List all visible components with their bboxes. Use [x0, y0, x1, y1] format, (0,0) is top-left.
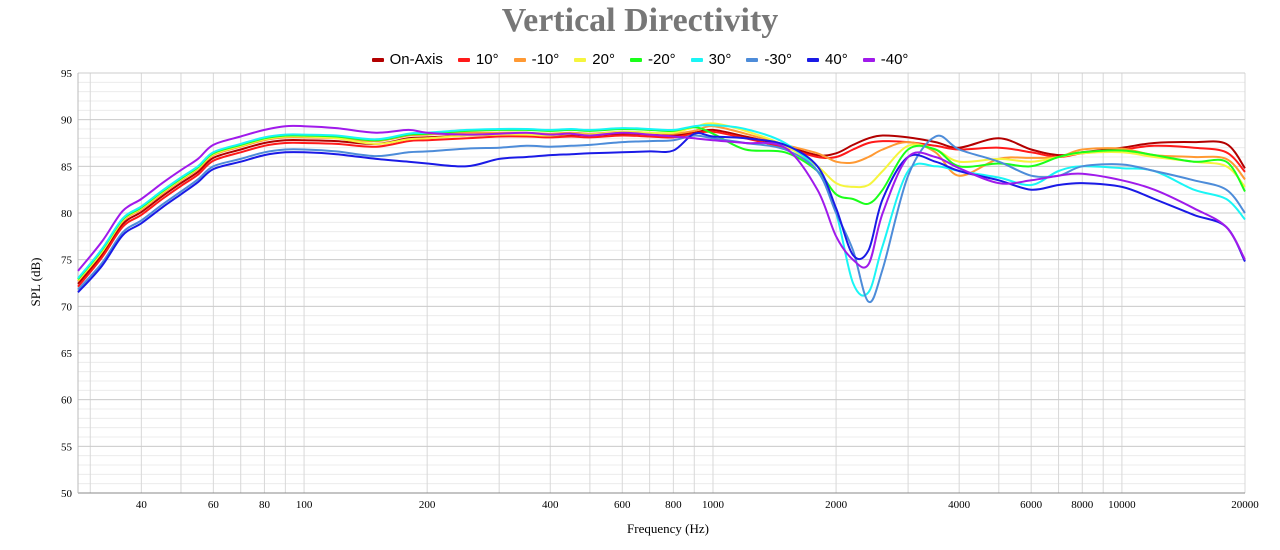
x-tick-label: 600 — [614, 499, 631, 511]
legend-item[interactable]: On-Axis — [371, 51, 443, 68]
chart-title: Vertical Directivity — [501, 2, 779, 39]
y-tick-label: 90 — [61, 115, 73, 127]
series-group — [77, 122, 1246, 304]
legend: On-Axis 10° -10° 20° -20° 30° -30° 40° -40° — [0, 51, 1280, 68]
legend-label: On-Axis — [389, 51, 443, 68]
y-tick-label: 75 — [61, 255, 73, 267]
x-tick-label: 1000 — [702, 499, 725, 511]
x-tick-label: 100 — [296, 499, 313, 511]
x-axis-title: Frequency (Hz) — [627, 521, 709, 536]
legend-item[interactable]: 30° — [690, 51, 732, 68]
legend-item[interactable]: -10° — [513, 51, 560, 68]
series-line-30deg — [77, 124, 1246, 297]
x-tick-label: 40 — [136, 499, 148, 511]
legend-swatch — [807, 57, 820, 62]
x-tick-label: 8000 — [1071, 499, 1094, 511]
y-tick-label: 50 — [61, 488, 73, 500]
y-axis-title: SPL (dB) — [28, 258, 43, 307]
legend-swatch — [746, 57, 759, 62]
legend-label: -10° — [531, 51, 560, 68]
x-tick-label: 80 — [259, 499, 271, 511]
legend-item[interactable]: -20° — [629, 51, 676, 68]
legend-swatch — [862, 57, 875, 62]
legend-label: 20° — [592, 51, 615, 68]
series-line--40deg — [77, 124, 1246, 272]
legend-label: 10° — [475, 51, 499, 68]
y-tick-label: 60 — [61, 395, 73, 407]
x-tick-label: 200 — [419, 499, 436, 511]
y-tick-label: 65 — [61, 348, 73, 360]
legend-swatch — [690, 57, 703, 62]
y-tick-label: 70 — [61, 301, 73, 313]
x-tick-label: 20000 — [1231, 499, 1259, 511]
legend-swatch — [513, 57, 526, 62]
legend-label: -40° — [880, 51, 909, 68]
legend-swatch — [629, 57, 642, 62]
legend-item[interactable]: 20° — [574, 51, 615, 68]
legend-item[interactable]: 10° — [457, 51, 499, 68]
x-tick-label: 10000 — [1108, 499, 1136, 511]
x-tick-label: 400 — [542, 499, 559, 511]
legend-item[interactable]: -40° — [862, 51, 909, 68]
legend-swatch — [371, 57, 384, 62]
y-tick-labels: 50 55 60 65 70 75 80 85 90 95 — [61, 68, 73, 500]
x-tick-label: 4000 — [948, 499, 971, 511]
series-line-10deg — [77, 130, 1246, 288]
legend-label: 40° — [825, 51, 848, 68]
x-tick-label: 60 — [208, 499, 220, 511]
legend-item[interactable]: -30° — [746, 51, 792, 68]
x-tick-labels: 40 60 80 100 200 400 600 800 1000 2000 4000 6000 800… — [136, 499, 1259, 511]
y-tick-label: 55 — [61, 441, 73, 453]
legend-swatch — [574, 57, 587, 62]
legend-item[interactable]: 40° — [807, 51, 848, 68]
series-line-40deg — [77, 132, 1246, 293]
legend-swatch — [457, 57, 470, 62]
y-tick-label: 95 — [61, 68, 73, 80]
y-tick-label: 85 — [61, 161, 73, 173]
legend-label: 30° — [708, 51, 732, 68]
y-tick-label: 80 — [61, 208, 73, 220]
x-tick-label: 6000 — [1020, 499, 1043, 511]
legend-label: -20° — [647, 51, 676, 68]
x-tick-label: 2000 — [825, 499, 848, 511]
legend-label: -30° — [764, 51, 793, 68]
series-line--30deg — [77, 134, 1246, 304]
x-tick-label: 800 — [665, 499, 682, 511]
